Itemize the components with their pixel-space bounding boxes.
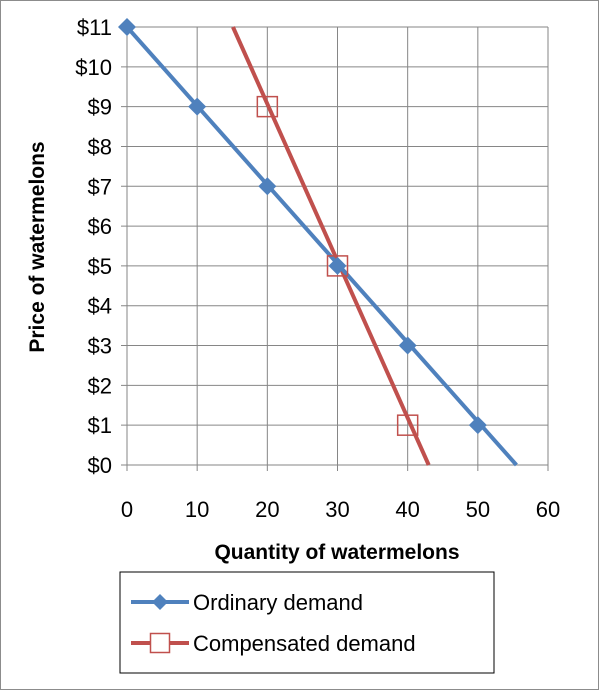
compensated-demand-point xyxy=(256,95,279,118)
legend-label-compensated: Compensated demand xyxy=(193,631,416,656)
ordinary-demand-point xyxy=(398,336,417,355)
series-lines xyxy=(125,25,518,467)
legend-label-ordinary: Ordinary demand xyxy=(193,590,363,615)
legend-entry-ordinary: Ordinary demand xyxy=(131,590,363,615)
y-tick-label: $1 xyxy=(88,413,112,438)
tick-labels: 0 10 20 30 40 50 60 $0 $1 $2 $3 $4 $5 $6 $7 $8 $9 $10 $11 xyxy=(75,15,560,522)
legend-entry-compensated: Compensated demand xyxy=(131,631,416,656)
ordinary-demand-point xyxy=(258,177,277,196)
x-tick-label: 20 xyxy=(255,497,279,522)
legend-marker-ordinary xyxy=(152,594,168,610)
y-tick-label: $5 xyxy=(88,254,112,279)
ordinary-demand-point xyxy=(188,97,207,116)
x-tick-label: 40 xyxy=(395,497,419,522)
x-tick-label: 0 xyxy=(121,497,133,522)
y-axis-title: Price of watermelons xyxy=(26,141,49,352)
y-tick-label: $4 xyxy=(88,294,112,319)
x-axis-title: Quantity of watermelons xyxy=(214,541,459,564)
y-tick-label: $7 xyxy=(88,174,112,199)
ordinary-demand-line xyxy=(125,25,518,467)
y-tick-label: $10 xyxy=(75,55,112,80)
y-tick-label: $9 xyxy=(88,95,112,120)
gridlines xyxy=(121,26,549,471)
compensated-demand-point xyxy=(396,414,419,436)
series-markers xyxy=(118,18,487,436)
y-tick-label: $3 xyxy=(88,334,112,359)
y-tick-label: $8 xyxy=(88,134,112,159)
y-tick-label: $11 xyxy=(77,15,112,40)
compensated-demand-point xyxy=(326,255,349,277)
y-tick-label: $0 xyxy=(88,453,112,478)
legend: Ordinary demand Compensated demand xyxy=(119,571,495,674)
x-tick-label: 30 xyxy=(325,497,349,522)
x-tick-label: 50 xyxy=(466,497,490,522)
legend-box xyxy=(119,571,495,674)
ordinary-demand-point xyxy=(118,18,136,36)
legend-marker-compensated xyxy=(149,632,171,654)
y-tick-label: $2 xyxy=(88,373,112,398)
x-tick-label: 60 xyxy=(536,497,560,522)
y-tick-label: $6 xyxy=(88,214,112,239)
ordinary-demand-point xyxy=(328,256,347,275)
compensated-demand-line xyxy=(231,26,431,466)
ordinary-demand-point xyxy=(468,416,487,435)
x-tick-label: 10 xyxy=(185,497,209,522)
